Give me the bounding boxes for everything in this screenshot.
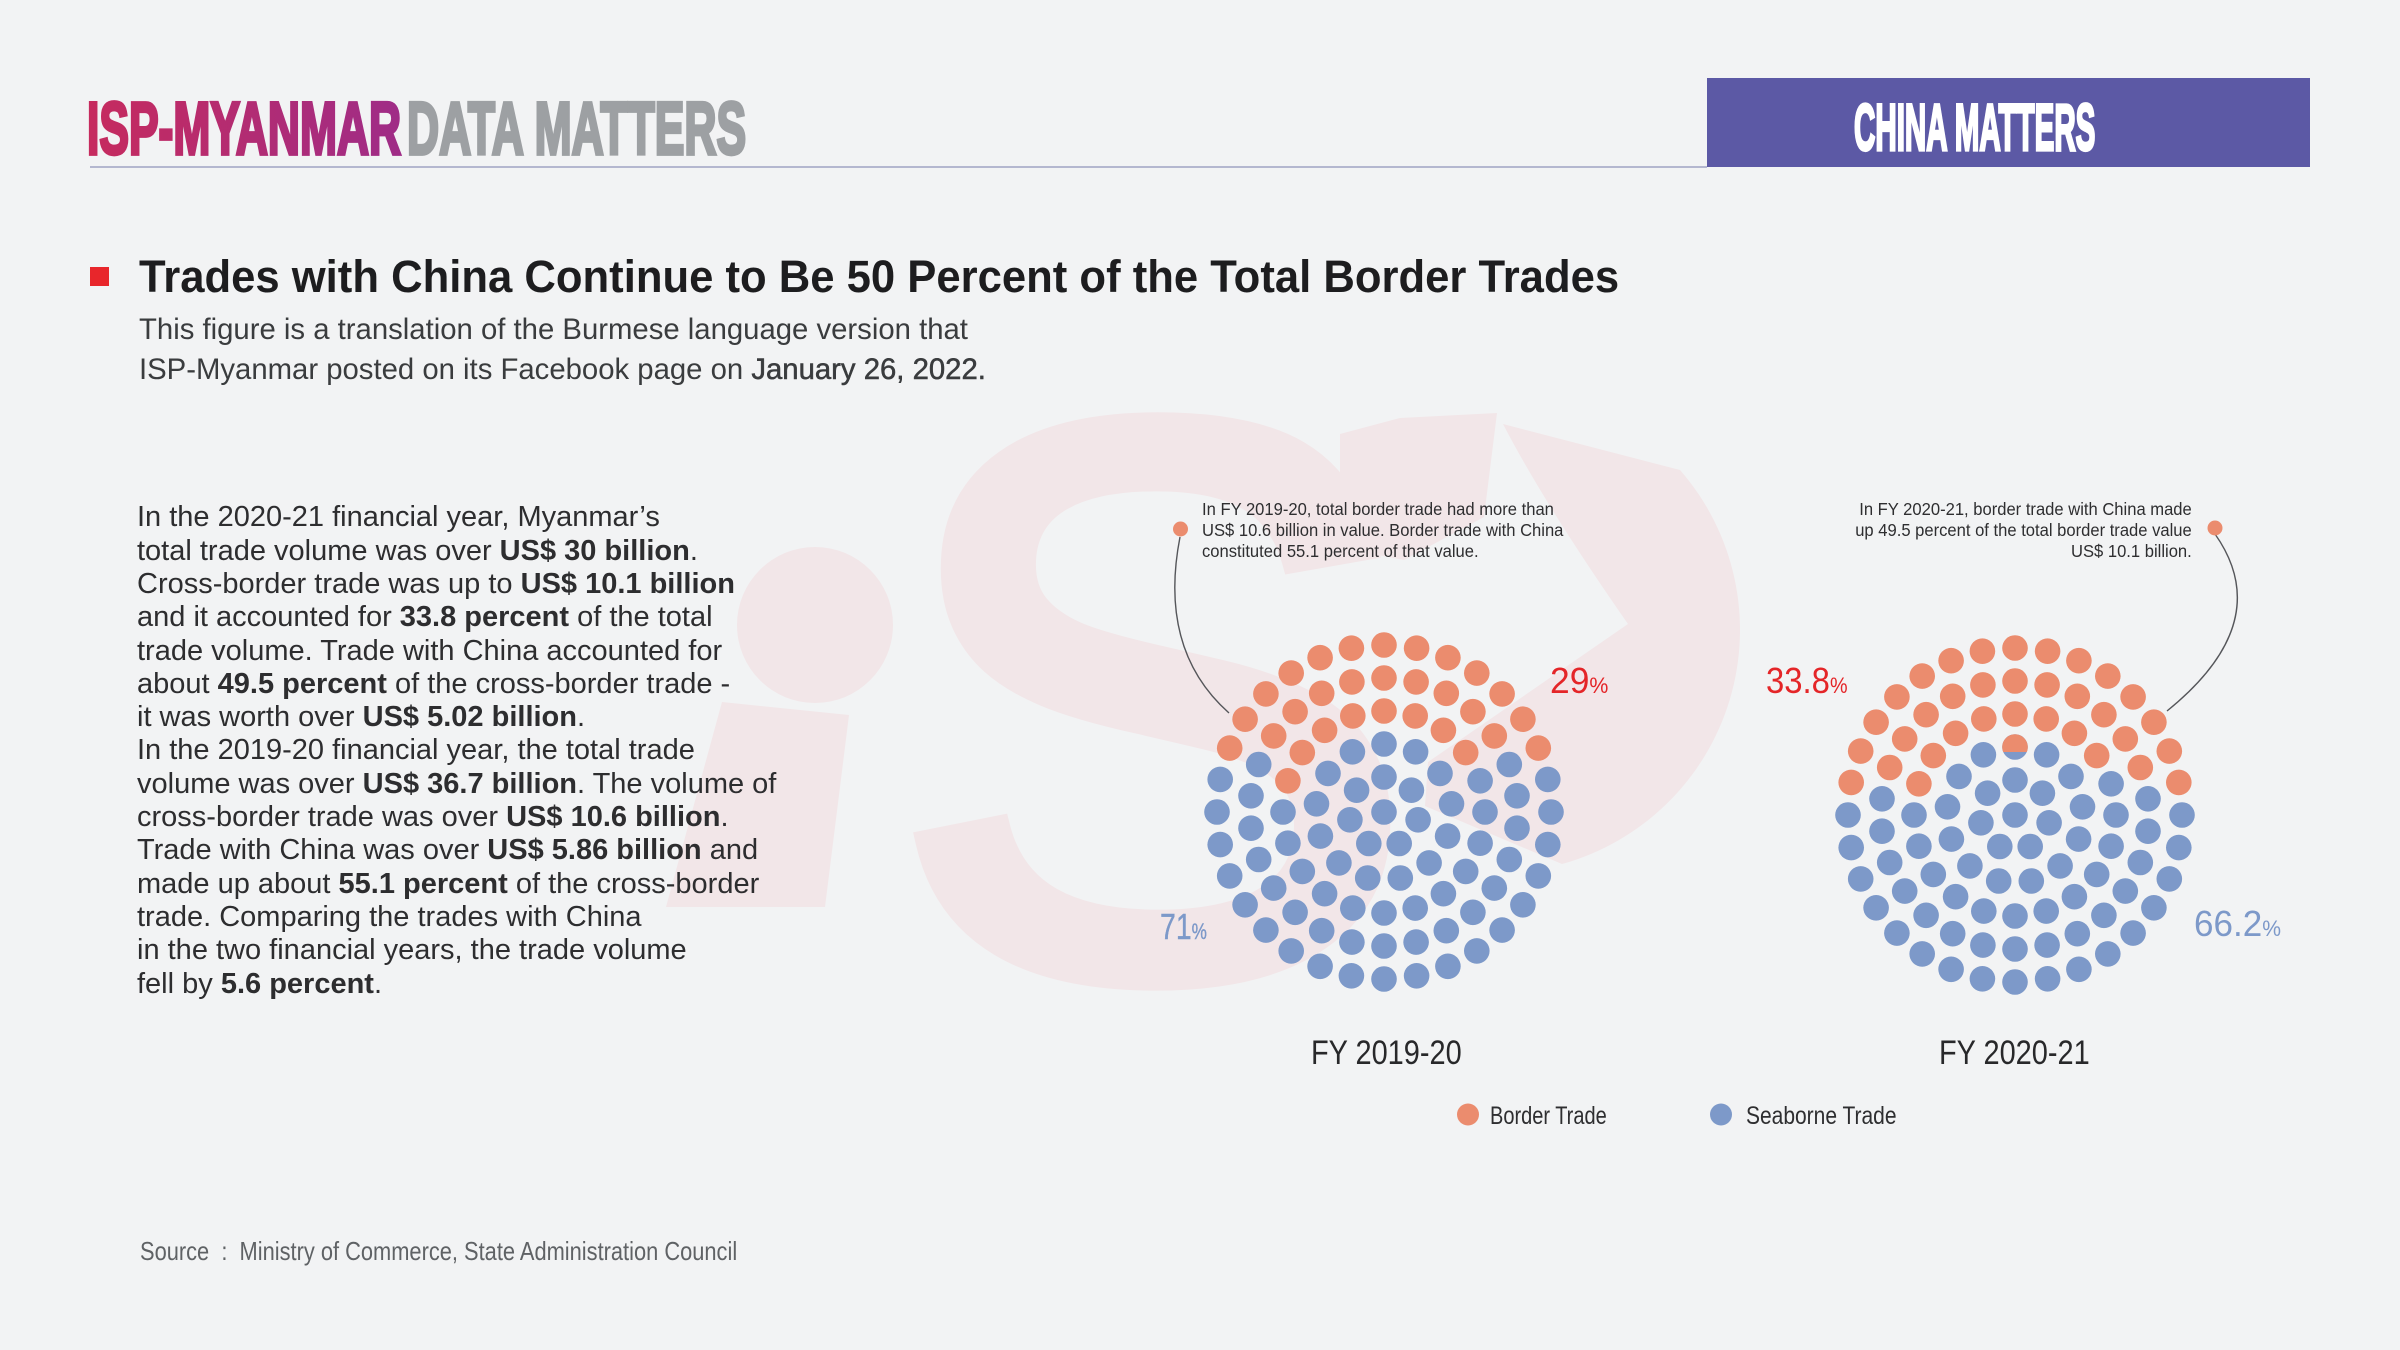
svg-text:DATA MATTERS: DATA MATTERS bbox=[407, 87, 746, 169]
svg-text:ISP-MYANMAR: ISP-MYANMAR bbox=[87, 87, 401, 169]
svg-text:CHINA MATTERS: CHINA MATTERS bbox=[1854, 91, 2095, 165]
svg-text:S: S bbox=[892, 262, 1414, 1137]
